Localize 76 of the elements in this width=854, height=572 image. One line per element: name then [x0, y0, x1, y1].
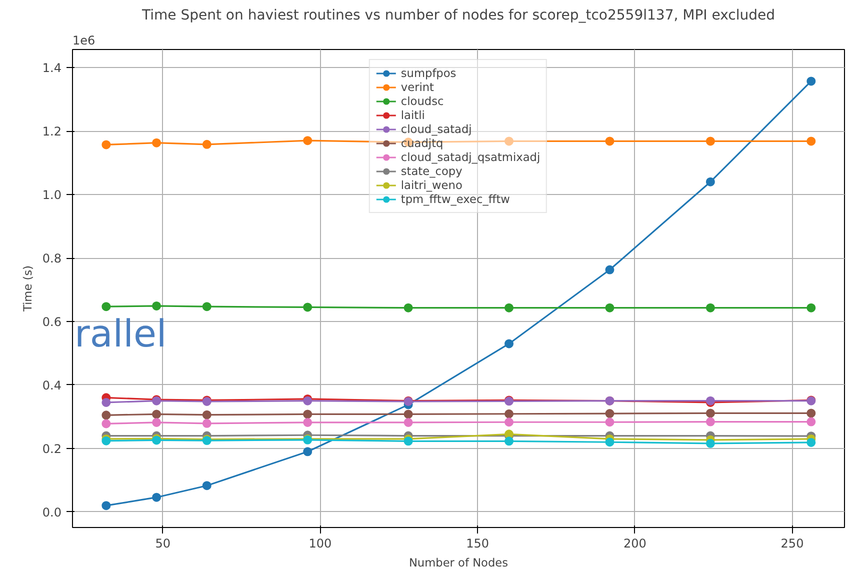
point [706, 303, 715, 312]
point [504, 409, 514, 418]
y-tick-label: 1.0 [42, 188, 62, 202]
point [706, 417, 715, 426]
point [152, 138, 162, 148]
point [706, 408, 715, 418]
point [202, 418, 212, 428]
point [303, 410, 312, 419]
legend-label: laitri_weno [400, 178, 462, 192]
point [102, 302, 111, 312]
legend-label: laitli [400, 108, 425, 122]
point [806, 76, 816, 86]
point [404, 418, 413, 427]
y-tick-label: 0.6 [42, 315, 62, 330]
point [706, 177, 715, 186]
point [102, 140, 111, 150]
point [504, 136, 514, 146]
point [303, 136, 312, 146]
point [202, 410, 212, 420]
point [605, 265, 614, 274]
point [605, 136, 614, 146]
point [303, 447, 312, 456]
point [303, 418, 312, 427]
legend-label: sumpfpos [400, 66, 456, 80]
point [404, 303, 413, 312]
x-tick-label: 150 [466, 536, 489, 550]
point [152, 418, 162, 427]
point [102, 419, 111, 428]
y-tick-label: 0.8 [42, 252, 62, 266]
point [706, 438, 715, 448]
x-tick-label: 200 [623, 536, 646, 550]
point [202, 481, 212, 490]
legend-label: verint [400, 80, 434, 94]
point [303, 302, 312, 312]
point [152, 492, 162, 502]
point [404, 436, 413, 446]
point [806, 438, 816, 447]
point [504, 303, 514, 312]
y-tick-label: 0.4 [42, 378, 62, 392]
point [404, 410, 413, 419]
y-tick-label: 1.4 [42, 61, 62, 76]
legend-label: cloudsc [400, 94, 444, 108]
point [605, 303, 614, 312]
x-tick-label: 250 [780, 536, 804, 550]
point [202, 140, 212, 149]
point [102, 501, 111, 510]
x-tick-label: 100 [308, 536, 332, 550]
legend-label: tpm_fftw_exec_fftw [400, 192, 510, 206]
point [605, 409, 614, 418]
y-tick-label: 0.2 [42, 442, 62, 456]
point [504, 339, 514, 348]
legend-label: state_copy [400, 164, 462, 178]
point [806, 303, 816, 312]
text: 1e6 [72, 34, 96, 48]
point [504, 418, 514, 427]
point [102, 410, 111, 420]
y-tick-label: 0.0 [42, 505, 62, 520]
point [152, 301, 162, 310]
y-axis-title: Time (s) [20, 265, 34, 313]
point [605, 418, 614, 427]
point [806, 136, 816, 146]
point [152, 410, 162, 419]
point [806, 408, 816, 418]
point [806, 417, 816, 426]
point [706, 136, 715, 146]
y-tick-label: 1.2 [42, 124, 62, 139]
annotation: rallel [74, 312, 167, 356]
point [504, 436, 514, 446]
legend-label: cloud_satadj [400, 122, 472, 136]
x-axis-title: Number of Nodes [408, 556, 508, 570]
point [102, 398, 111, 407]
chart-title: Time Spent on haviest routines vs number of nodes for scorep_tco2559l137, MPI excluded [141, 8, 775, 24]
x-tick-label: 50 [155, 536, 170, 550]
legend-label: cloud_satadj_qsatmixadj [400, 150, 540, 164]
point [202, 302, 212, 312]
point [605, 438, 614, 447]
